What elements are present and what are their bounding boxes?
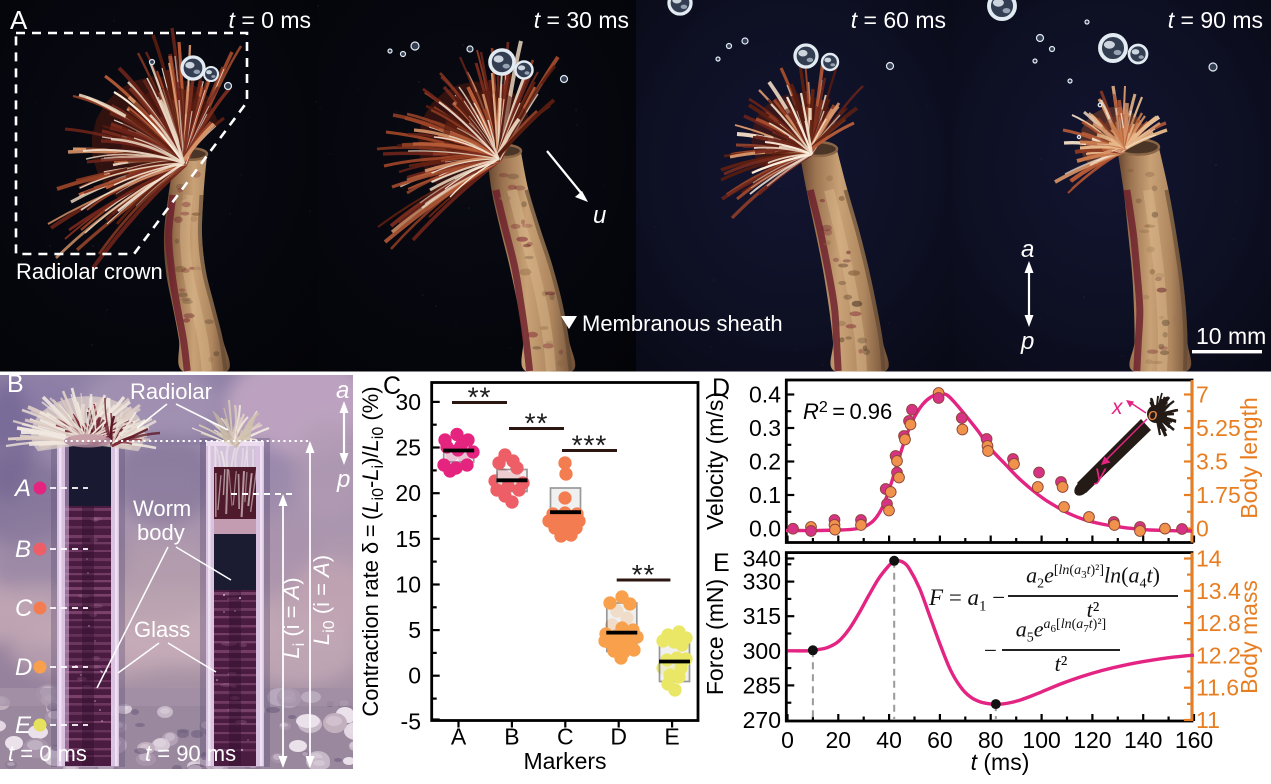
svg-text:B: B (15, 536, 31, 563)
svg-text:t = 90 ms: t = 90 ms (145, 741, 236, 766)
svg-text:y: y (1093, 462, 1107, 485)
svg-text:80: 80 (978, 727, 1004, 753)
svg-text:0.3: 0.3 (749, 415, 781, 441)
svg-text:u: u (593, 202, 606, 229)
svg-text:**: ** (632, 559, 656, 590)
svg-text:E: E (15, 712, 32, 739)
svg-text:120: 120 (1073, 727, 1111, 753)
svg-text:p: p (1020, 328, 1034, 355)
svg-text:Li0 (i = A): Li0 (i = A) (309, 555, 338, 645)
svg-text:t = 0 ms: t = 0 ms (8, 741, 87, 766)
svg-text:Markers: Markers (523, 748, 606, 774)
svg-text:3.5: 3.5 (1196, 449, 1228, 475)
svg-text:Contraction rate δ = (Li0-Li)/: Contraction rate δ = (Li0-Li)/Li0 (%) (358, 386, 387, 716)
svg-text:15: 15 (395, 526, 421, 552)
svg-text:o: o (1148, 405, 1157, 424)
svg-text:Radiolar: Radiolar (130, 379, 212, 404)
svg-text:t = 0 ms: t = 0 ms (229, 7, 311, 33)
svg-text:Glass: Glass (134, 617, 190, 642)
svg-text:14: 14 (1196, 546, 1222, 572)
svg-text:0.1: 0.1 (749, 482, 781, 508)
svg-text:D: D (610, 724, 627, 750)
svg-text:E: E (664, 724, 679, 750)
svg-text:0: 0 (1196, 516, 1209, 542)
svg-text:t = 90 ms: t = 90 ms (1168, 7, 1263, 33)
svg-text:330: 330 (743, 569, 781, 595)
svg-text:25: 25 (395, 435, 421, 461)
svg-text:A: A (10, 5, 28, 35)
svg-text:20: 20 (826, 727, 852, 753)
svg-text:11.6: 11.6 (1196, 675, 1239, 701)
svg-text:C: C (383, 372, 401, 400)
svg-text:A: A (13, 475, 31, 502)
svg-text:340: 340 (743, 546, 781, 572)
svg-text:7: 7 (1196, 382, 1209, 408)
svg-text:40: 40 (876, 727, 902, 753)
svg-text:11: 11 (1196, 707, 1220, 733)
svg-text:Body length: Body length (1236, 397, 1262, 518)
svg-text:Li (i = A): Li (i = A) (279, 577, 308, 658)
svg-text:285: 285 (743, 672, 781, 698)
svg-text:body: body (137, 520, 185, 545)
svg-text:***: *** (572, 430, 608, 461)
svg-text:A: A (451, 724, 467, 750)
svg-text:0: 0 (781, 727, 794, 753)
svg-text:12.2: 12.2 (1196, 642, 1241, 668)
svg-text:13.4: 13.4 (1196, 578, 1241, 604)
svg-text:30: 30 (395, 389, 421, 415)
svg-text:1.75: 1.75 (1196, 482, 1241, 508)
svg-text:5.25: 5.25 (1196, 415, 1241, 441)
svg-text:p: p (336, 466, 350, 493)
svg-text:0: 0 (408, 663, 421, 689)
svg-text:100: 100 (1022, 727, 1060, 753)
svg-text:D: D (15, 654, 32, 681)
svg-text:10 mm: 10 mm (1196, 323, 1266, 349)
svg-text:160: 160 (1175, 727, 1213, 753)
svg-text:10: 10 (395, 572, 421, 598)
svg-text:12.8: 12.8 (1196, 610, 1241, 636)
svg-text:**: ** (525, 408, 549, 439)
svg-text:B: B (504, 724, 519, 750)
svg-text:Velocity (m/s): Velocity (m/s) (702, 392, 728, 530)
svg-text:a: a (1021, 236, 1034, 263)
svg-text:a: a (336, 377, 349, 404)
svg-text:B: B (7, 370, 24, 398)
svg-text:0.0: 0.0 (749, 516, 781, 542)
svg-text:Radiolar crown: Radiolar crown (16, 259, 163, 284)
svg-text:315: 315 (743, 603, 781, 629)
svg-text:140: 140 (1124, 727, 1162, 753)
svg-text:270: 270 (743, 707, 781, 733)
svg-text:Body mass: Body mass (1236, 580, 1262, 694)
svg-text:C: C (15, 595, 33, 622)
svg-text:R2 = 0.96: R2 = 0.96 (803, 399, 892, 424)
svg-text:60: 60 (927, 727, 953, 753)
svg-text:0.4: 0.4 (749, 382, 781, 408)
svg-text:-5: -5 (401, 708, 421, 734)
svg-text:t = 60 ms: t = 60 ms (851, 7, 946, 33)
svg-text:5: 5 (408, 617, 421, 643)
svg-text:E: E (713, 549, 730, 577)
svg-text:D: D (712, 374, 730, 402)
svg-text:300: 300 (743, 638, 781, 664)
svg-text:t = 30 ms: t = 30 ms (534, 7, 629, 33)
svg-text:20: 20 (395, 480, 421, 506)
svg-text:Force (mN): Force (mN) (702, 579, 728, 695)
svg-text:t (ms): t (ms) (971, 749, 1030, 775)
svg-text:Worm: Worm (133, 496, 191, 521)
svg-text:x: x (1111, 396, 1124, 419)
svg-text:0.2: 0.2 (749, 449, 781, 475)
svg-text:Membranous sheath: Membranous sheath (582, 311, 783, 336)
svg-text:**: ** (468, 382, 492, 413)
svg-text:C: C (557, 724, 574, 750)
